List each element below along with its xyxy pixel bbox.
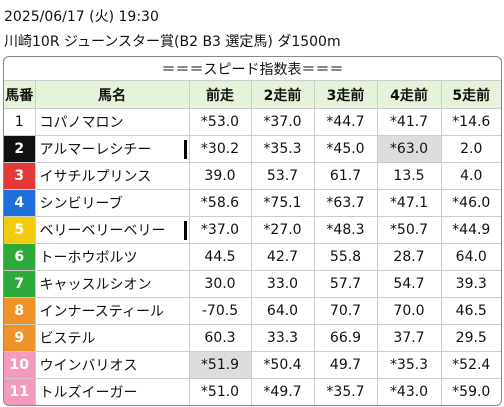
speed-index: *63.7: [313, 189, 378, 217]
column-header: 4走前: [376, 80, 442, 109]
speed-index: *75.1: [250, 189, 315, 217]
speed-index: 2.0: [440, 135, 501, 163]
column-header: 5走前: [440, 80, 501, 109]
horse-number: 8: [4, 297, 36, 325]
speed-index: *50.7: [376, 216, 442, 244]
speed-index: 39.0: [188, 162, 252, 190]
speed-index: 4.0: [440, 162, 501, 190]
horse-number: 10: [4, 351, 36, 379]
speed-index: -70.5: [188, 297, 252, 325]
speed-index: *37.0: [188, 216, 252, 244]
column-header: 馬番: [4, 80, 36, 109]
horse-name: トーホウボルツ: [34, 243, 190, 271]
horse-name: キャッスルシオン: [34, 270, 190, 298]
speed-index: 33.3: [250, 324, 315, 352]
speed-index: 49.7: [313, 351, 378, 379]
speed-index: 46.5: [440, 297, 501, 325]
speed-index: *41.7: [376, 108, 442, 136]
speed-index: *45.0: [313, 135, 378, 163]
horse-number: 6: [4, 243, 36, 271]
horse-number: 4: [4, 189, 36, 217]
table-frame: ＝＝＝スピード指数表＝＝＝ 馬番 馬名 前走 2走前 3走前 4走前 5走前 1 コパノマロン *5…: [3, 56, 502, 406]
speed-index: *47.1: [376, 189, 442, 217]
speed-index: 42.7: [250, 243, 315, 271]
table-title: ＝＝＝スピード指数表＝＝＝: [4, 57, 501, 81]
speed-index: 37.7: [376, 324, 442, 352]
speed-index: 60.3: [188, 324, 252, 352]
speed-index: 70.0: [376, 297, 442, 325]
horse-name: ウインバリオス: [34, 351, 190, 379]
speed-index: 33.0: [250, 270, 315, 298]
speed-index: *27.0: [250, 216, 315, 244]
speed-index: 54.7: [376, 270, 442, 298]
horse-number: 7: [4, 270, 36, 298]
horse-name: イサチルプリンス: [34, 162, 190, 190]
horse-number: 1: [4, 108, 36, 136]
speed-table: ＝＝＝スピード指数表＝＝＝ 馬番 馬名 前走 2走前 3走前 4走前 5走前 1 コパノマロン *5…: [4, 57, 501, 405]
horse-number: 9: [4, 324, 36, 352]
speed-index: *37.0: [250, 108, 315, 136]
horse-number: 11: [4, 378, 36, 405]
speed-index: *14.6: [440, 108, 501, 136]
speed-index: *35.3: [250, 135, 315, 163]
speed-index: 64.0: [250, 297, 315, 325]
horse-number: 5: [4, 216, 36, 244]
speed-index: *44.9: [440, 216, 501, 244]
speed-index: *43.0: [376, 378, 442, 405]
column-header: 前走: [188, 80, 252, 109]
speed-index: *44.7: [313, 108, 378, 136]
speed-index: *52.4: [440, 351, 501, 379]
speed-index: 64.0: [440, 243, 501, 271]
speed-index: *58.6: [188, 189, 252, 217]
speed-index: *49.7: [250, 378, 315, 405]
horse-name: トルズイーガー: [34, 378, 190, 405]
speed-index: 66.9: [313, 324, 378, 352]
speed-index: 29.5: [440, 324, 501, 352]
speed-index: 53.7: [250, 162, 315, 190]
horse-name: コパノマロン: [34, 108, 190, 136]
column-header: 2走前: [250, 80, 315, 109]
speed-index: *50.4: [250, 351, 315, 379]
column-header: 3走前: [313, 80, 378, 109]
horse-name: シンビリーブ: [34, 189, 190, 217]
speed-index: 61.7: [313, 162, 378, 190]
speed-index: *30.2: [188, 135, 252, 163]
speed-index: 55.8: [313, 243, 378, 271]
horse-name: アルマーレシチー: [34, 135, 190, 163]
speed-index: 28.7: [376, 243, 442, 271]
horse-name: インナースティール: [34, 297, 190, 325]
speed-index: *35.3: [376, 351, 442, 379]
race-info: 川崎10R ジューンスター賞(B2 B3 選定馬) ダ1500m: [4, 34, 341, 50]
speed-index: *48.3: [313, 216, 378, 244]
speed-index: *46.0: [440, 189, 501, 217]
speed-index: *35.7: [313, 378, 378, 405]
speed-index: *53.0: [188, 108, 252, 136]
speed-index: 57.7: [313, 270, 378, 298]
speed-index: *51.0: [188, 378, 252, 405]
speed-index: *51.9: [188, 351, 252, 379]
horse-name: ビステル: [34, 324, 190, 352]
horse-number: 3: [4, 162, 36, 190]
speed-index: 70.7: [313, 297, 378, 325]
speed-index: *63.0: [376, 135, 442, 163]
speed-index: 13.5: [376, 162, 442, 190]
speed-index: *59.0: [440, 378, 501, 405]
horse-number: 2: [4, 135, 36, 163]
speed-index: 30.0: [188, 270, 252, 298]
column-header: 馬名: [34, 80, 190, 109]
speed-index: 39.3: [440, 270, 501, 298]
datetime: 2025/06/17 (火) 19:30: [4, 9, 159, 25]
horse-name: ベリーベリーベリー: [34, 216, 190, 244]
speed-index: 44.5: [188, 243, 252, 271]
